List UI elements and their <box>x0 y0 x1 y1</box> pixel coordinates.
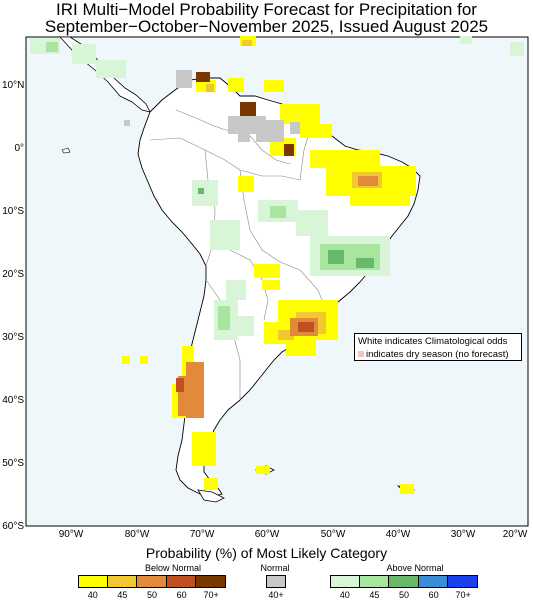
lon-label-40w: 40°W <box>385 529 411 540</box>
lat-label-0: 0° <box>14 143 24 154</box>
lat-label-10s: 10°S <box>2 206 24 217</box>
map-title-line-1: IRI Multi−Model Probability Forecast for… <box>56 0 477 19</box>
lat-label-40s: 40°S <box>2 395 24 406</box>
lon-label-20w: 20°W <box>502 529 528 540</box>
lat-label-30s: 30°S <box>2 332 24 343</box>
lat-label-10n: 10°N <box>2 80 25 91</box>
below-normal-tick-0: 40 <box>87 590 98 600</box>
above-normal-swatch-4 <box>447 576 477 587</box>
below-normal-swatch-0 <box>79 576 109 587</box>
normal-40 <box>124 70 300 142</box>
above-normal-tick-2: 50 <box>398 590 409 600</box>
above-normal-tick-1: 45 <box>369 590 380 600</box>
below-normal-colorbar <box>78 575 226 588</box>
dry-season-swatch <box>358 351 364 358</box>
tierra-del-fuego <box>197 489 225 503</box>
galapagos-island <box>61 147 71 154</box>
lat-label-20s: 20°S <box>2 269 24 280</box>
map-title-line-2: September−October−November 2025, Issued … <box>44 17 489 36</box>
below-normal-swatch-4 <box>195 576 225 587</box>
note-line-2: indicates dry season (no forecast) <box>366 349 509 360</box>
lon-label-90w: 90°W <box>58 529 84 540</box>
above-normal-swatch-0 <box>331 576 361 587</box>
legend-title: Probability (%) of Most Likely Category <box>145 545 388 561</box>
note-line-1: White indicates Climatological odds <box>358 336 508 347</box>
above-normal-colorbar <box>330 575 478 588</box>
normal-label: Normal <box>260 563 290 573</box>
climatology-note: White indicates Climatological odds indi… <box>354 333 522 361</box>
normal-swatch-0 <box>267 576 285 587</box>
lon-label-50w: 50°W <box>320 529 346 540</box>
below-normal-swatch-2 <box>137 576 167 587</box>
above-normal-swatch-3 <box>418 576 448 587</box>
below-normal-tick-3: 60 <box>176 590 187 600</box>
below-normal-swatch-3 <box>166 576 196 587</box>
lon-label-70w: 70°W <box>189 529 215 540</box>
above-normal-tick-4: 70+ <box>455 590 471 600</box>
below-normal-swatch-1 <box>108 576 138 587</box>
below-normal-60 <box>176 322 314 392</box>
lat-label-50s: 50°S <box>2 458 24 469</box>
above-normal-tick-0: 40 <box>339 590 350 600</box>
below-normal-tick-1: 45 <box>117 590 128 600</box>
above-normal-swatch-2 <box>389 576 419 587</box>
above-normal-label: Above Normal <box>386 563 444 573</box>
above-normal-tick-3: 60 <box>428 590 439 600</box>
normal-colorbar <box>266 575 286 588</box>
lon-label-80w: 80°W <box>124 529 150 540</box>
above-normal-swatch-1 <box>360 576 390 587</box>
lat-label-60s: 60°S <box>2 521 24 532</box>
above-normal-50 <box>198 188 374 268</box>
lon-label-30w: 30°W <box>450 529 476 540</box>
below-normal-tick-2: 50 <box>146 590 157 600</box>
normal-tick-0: 40+ <box>268 590 284 600</box>
below-normal-tick-4: 70+ <box>203 590 219 600</box>
lon-label-60w: 60°W <box>254 529 280 540</box>
below-normal-label: Below Normal <box>144 563 202 573</box>
